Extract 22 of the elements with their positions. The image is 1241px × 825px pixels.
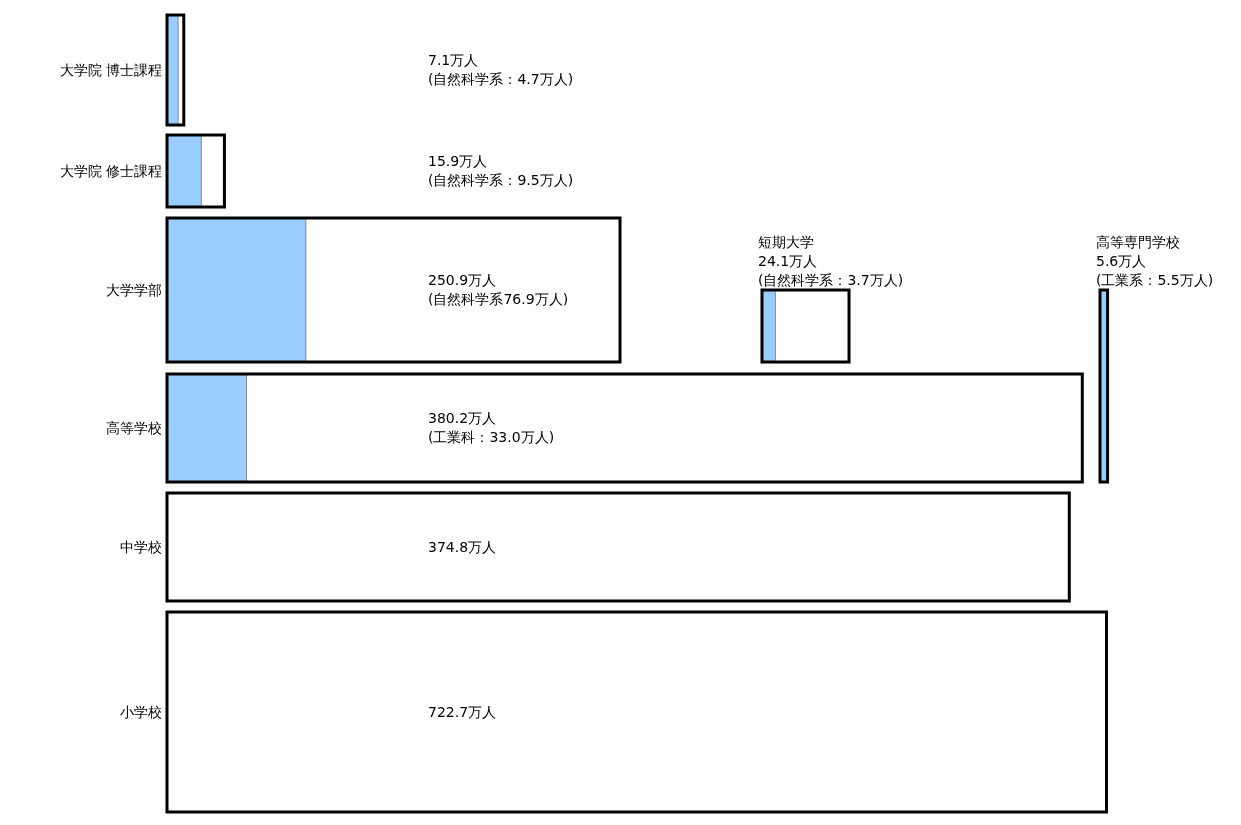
category-label: 大学学部 xyxy=(106,282,162,298)
data-label: (自然科学系：9.5万人) xyxy=(428,172,574,188)
category-label: 高等専門学校 xyxy=(1096,234,1180,250)
data-label: 15.9万人 xyxy=(428,153,488,169)
data-label: 24.1万人 xyxy=(758,253,818,269)
data-label: 7.1万人 xyxy=(428,52,479,68)
data-label: 380.2万人 xyxy=(428,410,497,426)
category-label: 小学校 xyxy=(120,704,162,720)
data-label: (自然科学系：4.7万人) xyxy=(428,71,574,87)
category-label: 高等学校 xyxy=(106,420,162,436)
data-label: (工業系：5.5万人) xyxy=(1096,272,1214,288)
data-label: 5.6万人 xyxy=(1096,253,1147,269)
data-label: 722.7万人 xyxy=(428,704,497,720)
category-label: 短期大学 xyxy=(758,234,814,250)
category-label: 中学校 xyxy=(120,539,162,555)
category-label: 大学院 修士課程 xyxy=(59,163,162,179)
data-label: (工業科：33.0万人) xyxy=(428,429,555,445)
data-label: (自然科学系76.9万人) xyxy=(428,291,569,307)
data-label: (自然科学系：3.7万人) xyxy=(758,272,904,288)
data-label: 250.9万人 xyxy=(428,272,497,288)
data-label: 374.8万人 xyxy=(428,539,497,555)
category-label: 大学院 博士課程 xyxy=(59,62,162,78)
